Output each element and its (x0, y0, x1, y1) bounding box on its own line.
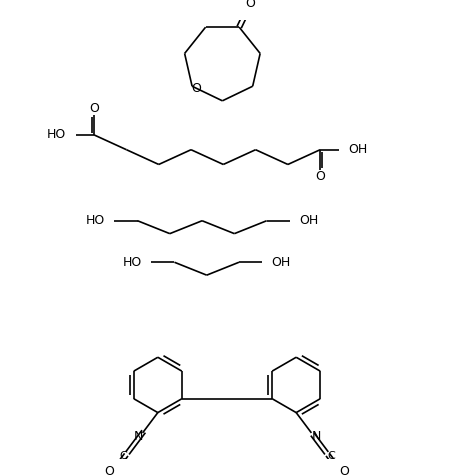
Text: O: O (191, 81, 201, 95)
Text: OH: OH (348, 143, 367, 156)
Text: N: N (311, 430, 321, 443)
Text: O: O (246, 0, 255, 10)
Text: OH: OH (299, 214, 318, 227)
Text: O: O (340, 465, 350, 476)
Text: C: C (119, 451, 127, 461)
Text: HO: HO (47, 129, 66, 141)
Text: O: O (104, 465, 114, 476)
Text: O: O (89, 102, 99, 115)
Text: HO: HO (123, 256, 142, 269)
Text: O: O (315, 170, 325, 183)
Text: N: N (133, 430, 143, 443)
Text: OH: OH (271, 256, 291, 269)
Text: HO: HO (86, 214, 105, 227)
Text: C: C (327, 451, 335, 461)
